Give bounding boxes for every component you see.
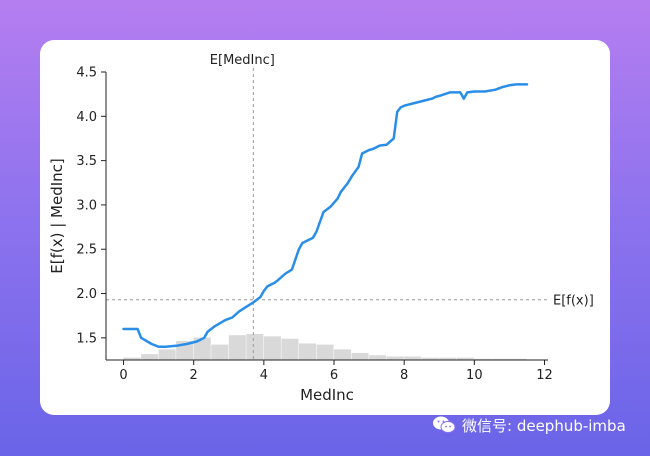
chart-card: E[MedInc] E[f(x)] 0 2 4 6 8 10 12 1.5 2.0 2.5 3.0 3.5… bbox=[40, 40, 610, 415]
histogram-bar bbox=[456, 357, 474, 360]
histogram-bar bbox=[211, 344, 229, 360]
histogram-bar bbox=[474, 358, 492, 360]
histogram-bar bbox=[246, 334, 264, 360]
histogram-bar bbox=[281, 338, 299, 360]
histogram-bar bbox=[298, 343, 316, 360]
series-line-0 bbox=[122, 83, 529, 348]
histogram-bar bbox=[386, 356, 404, 360]
x-tick-label: 10 bbox=[466, 368, 483, 383]
y-tick-label: 1.5 bbox=[76, 331, 97, 346]
histogram-bar bbox=[141, 354, 159, 360]
histogram-bar bbox=[439, 357, 457, 360]
x-tick-label: 4 bbox=[260, 368, 268, 383]
histogram-bar bbox=[369, 355, 387, 360]
histogram-bar bbox=[193, 337, 211, 360]
x-tick-label: 12 bbox=[536, 368, 553, 383]
y-tick-label: 2.0 bbox=[76, 287, 97, 302]
histogram-bar bbox=[316, 344, 334, 360]
watermark: 微信号: deephub-imba bbox=[432, 413, 626, 437]
x-axis-label: MedInc bbox=[300, 386, 354, 404]
histogram bbox=[123, 334, 527, 360]
wechat-icon bbox=[433, 416, 456, 433]
histogram-bar bbox=[228, 335, 246, 360]
histogram-bar bbox=[404, 356, 422, 360]
y-tick-label: 4.0 bbox=[76, 110, 97, 125]
x-tick-label: 6 bbox=[330, 368, 338, 383]
y-axis-label: E[f(x) | MedInc] bbox=[48, 158, 66, 274]
horizontal-reference-label: E[f(x)] bbox=[553, 294, 594, 309]
x-tick-label: 0 bbox=[119, 368, 127, 383]
y-tick-label: 3.0 bbox=[76, 198, 97, 213]
x-tick-label: 2 bbox=[190, 368, 198, 383]
histogram-bar bbox=[263, 336, 281, 360]
reference-lines bbox=[106, 68, 548, 360]
histogram-bar bbox=[158, 349, 176, 360]
x-tick-label: 8 bbox=[400, 368, 408, 383]
y-tick-label: 4.5 bbox=[76, 66, 97, 81]
histogram-bar bbox=[491, 358, 509, 360]
histogram-bar bbox=[334, 349, 352, 360]
y-tick-label: 3.5 bbox=[76, 154, 97, 169]
y-tick-label: 2.5 bbox=[76, 243, 97, 258]
histogram-bar bbox=[123, 357, 141, 360]
histogram-bar bbox=[351, 352, 369, 360]
histogram-bar bbox=[421, 357, 439, 360]
vertical-reference-label: E[MedInc] bbox=[210, 53, 275, 68]
labels: E[MedInc] E[f(x)] 0 2 4 6 8 10 12 1.5 2.0 2.5 3.0 3.5… bbox=[48, 53, 594, 404]
watermark-text: 微信号: deephub-imba bbox=[462, 416, 626, 435]
chart-svg: E[MedInc] E[f(x)] 0 2 4 6 8 10 12 1.5 2.0 2.5 3.0 3.5… bbox=[48, 53, 594, 404]
histogram-bar bbox=[509, 358, 527, 360]
series-layer bbox=[122, 83, 529, 348]
axes bbox=[101, 71, 548, 365]
